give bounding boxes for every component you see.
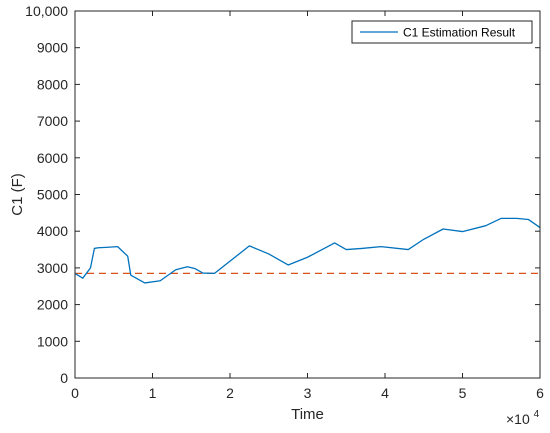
x-tick-label: 6 [536, 385, 544, 401]
y-tick-label: 7000 [37, 113, 68, 129]
legend-label: C1 Estimation Result [403, 26, 516, 40]
y-tick-label: 0 [60, 370, 68, 386]
x-tick-label: 4 [381, 385, 389, 401]
x-axis-label: Time [291, 406, 324, 423]
y-axis-label: C1 (F) [9, 173, 26, 216]
y-tick-label: 8000 [37, 76, 68, 92]
x-tick-label: 3 [304, 385, 312, 401]
x-axis-exponent-power: 4 [534, 409, 540, 420]
x-axis-exponent-base: ×10 [506, 411, 530, 427]
x-tick-label: 2 [226, 385, 234, 401]
y-tick-label: 9000 [37, 40, 68, 56]
x-axis-exponent: ×10 4 [506, 409, 540, 427]
y-tick-label: 5000 [37, 187, 68, 203]
legend: C1 Estimation Result [352, 21, 532, 43]
x-tick-label: 1 [149, 385, 157, 401]
y-tick-label: 1000 [37, 333, 68, 349]
y-tick-label: 6000 [37, 150, 68, 166]
x-tick-label: 5 [459, 385, 467, 401]
x-tick-label: 0 [71, 385, 79, 401]
y-tick-label: 3000 [37, 260, 68, 276]
plot-area [75, 11, 540, 378]
y-tick-label: 10,000 [25, 3, 68, 19]
y-tick-label: 4000 [37, 223, 68, 239]
y-tick-label: 2000 [37, 297, 68, 313]
